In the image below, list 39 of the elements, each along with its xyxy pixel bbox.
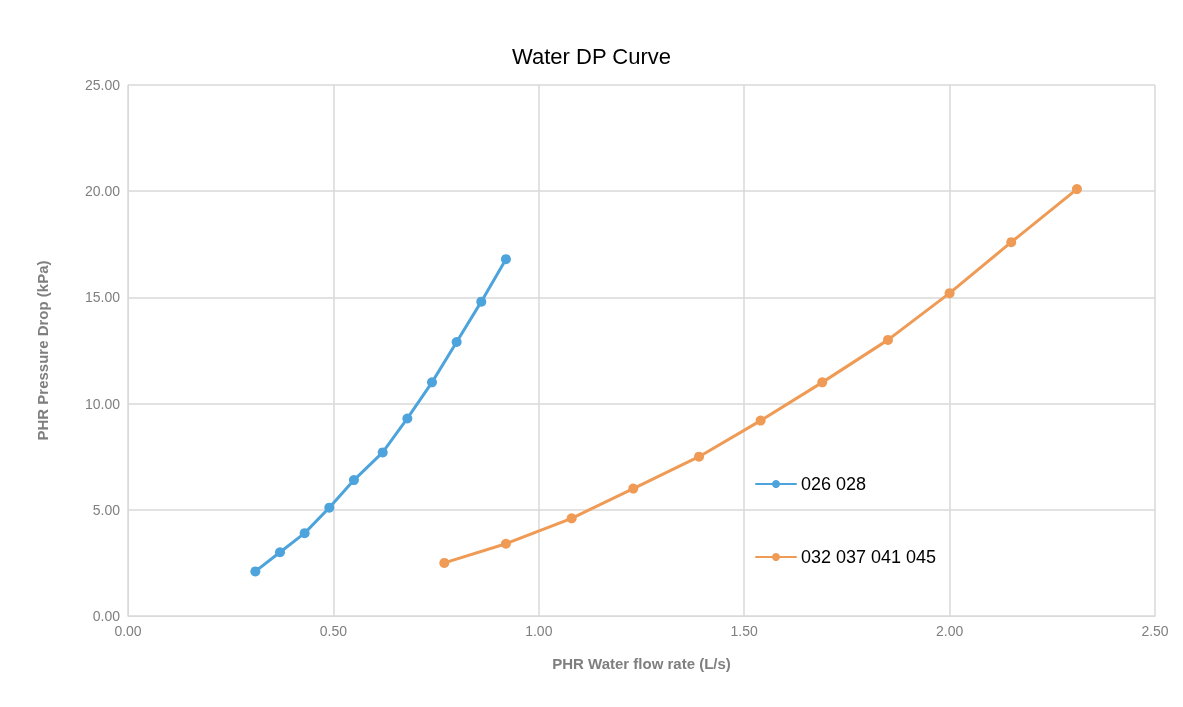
legend-label: 032 037 041 045 [801,547,937,567]
chart-title: Water DP Curve [512,43,671,69]
y-tick-label: 15.00 [84,289,121,306]
y-tick-label: 5.00 [92,501,121,518]
point [566,513,577,524]
point [755,415,766,426]
point [944,288,955,299]
y-axis-title: PHR Pressure Drop (kPa) [34,260,51,441]
point [402,413,413,424]
point [1071,184,1082,195]
point [299,528,310,539]
point [324,502,335,513]
point [275,547,285,558]
point [250,566,261,577]
x-tick-label: 0.00 [114,623,142,639]
x-tick-label: 0.50 [319,623,348,639]
point [694,451,705,462]
x-axis-title: PHR Water flow rate (L/s) [552,655,731,672]
x-tick-label: 2.50 [1141,623,1169,639]
point [817,377,828,388]
point [377,447,388,458]
legend-label: 026 028 [801,474,867,494]
point [1006,237,1017,248]
y-tick-label: 0.00 [92,608,121,624]
x-tick-label: 2.00 [935,623,964,639]
point [882,334,893,345]
y-tick-label: 20.00 [84,183,121,200]
x-tick-label: 1.00 [525,623,553,639]
point [451,337,462,347]
point [628,483,639,494]
y-tick-label: 25.00 [84,77,121,93]
y-tick-label: 10.00 [84,395,121,412]
point [439,557,450,568]
x-tick-label: 1.50 [730,623,759,639]
point [476,296,487,307]
point [500,254,511,265]
point [500,538,511,549]
point [427,377,437,388]
point [348,475,359,486]
